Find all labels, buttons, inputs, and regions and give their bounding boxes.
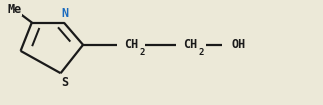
Text: CH: CH [183, 38, 197, 51]
Text: S: S [61, 76, 68, 89]
Text: Me: Me [7, 3, 21, 16]
Text: 2: 2 [199, 48, 204, 57]
Text: N: N [62, 7, 69, 20]
Text: OH: OH [232, 38, 246, 51]
Text: 2: 2 [140, 48, 145, 57]
Text: CH: CH [124, 38, 138, 51]
